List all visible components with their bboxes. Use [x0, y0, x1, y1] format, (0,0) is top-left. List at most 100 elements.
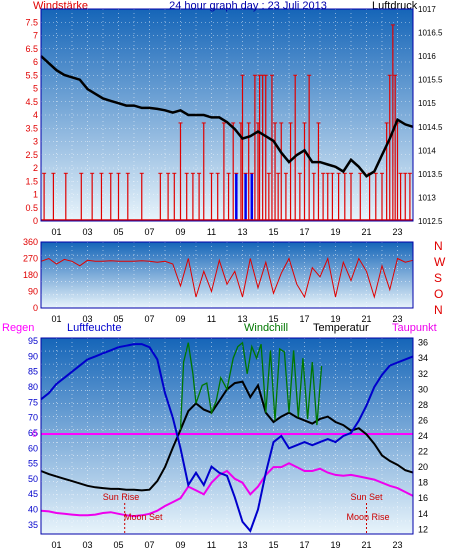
wind-tick-label: 3.5 — [25, 123, 38, 133]
wind-tick-label: 4 — [33, 110, 38, 120]
annotations: Sun Rise Moon Set Sun Set Moon Rise — [103, 492, 390, 534]
x-tick-label: 07 — [144, 227, 154, 237]
wind-tick-label: 5 — [33, 84, 38, 94]
humidity-tick-label: 75 — [28, 397, 38, 407]
humidity-tick-label: 65 — [28, 428, 38, 438]
x-tick-label: 07 — [144, 314, 154, 324]
data-series — [40, 24, 414, 533]
rain-zero-label: 0 — [32, 429, 37, 439]
pressure-tick-label: 1013 — [418, 193, 436, 202]
humidity-tick-label: 60 — [28, 443, 38, 453]
wind-tick-label: 1.5 — [25, 176, 38, 186]
grid-dots — [41, 9, 413, 534]
temperature-tick-label: 34 — [418, 353, 428, 363]
x-tick-label: 17 — [299, 540, 309, 550]
x-tick-label: 23 — [392, 314, 402, 324]
rain-axis-title: Regen — [2, 322, 34, 334]
sun-rise-label: Sun Rise — [103, 492, 140, 502]
wind-tick-label: 7 — [33, 31, 38, 41]
x-tick-label: 17 — [299, 314, 309, 324]
pressure-tick-label: 1016.5 — [418, 29, 443, 38]
x-tick-label: 21 — [361, 540, 371, 550]
temperature-tick-label: 16 — [418, 493, 428, 503]
moon-rise-label: Moon Rise — [347, 512, 390, 522]
x-tick-label: 07 — [144, 540, 154, 550]
temperature-tick-label: 12 — [418, 524, 428, 534]
chart-title: 24 hour graph day : 23 Juli 2013 — [169, 0, 327, 12]
humidity-tick-label: 85 — [28, 367, 38, 377]
pressure-tick-label: 1013.5 — [418, 170, 443, 179]
x-tick-label: 13 — [237, 540, 247, 550]
direction-letter: N — [434, 239, 443, 253]
pressure-tick-label: 1015 — [418, 99, 436, 108]
temperature-humidity-panel — [41, 338, 413, 534]
x-tick-label: 01 — [51, 540, 61, 550]
humidity-tick-label: 70 — [28, 413, 38, 423]
wind-direction-frame — [40, 241, 414, 309]
direction-letter: N — [434, 303, 443, 317]
wind-tick-label: 5.5 — [25, 70, 38, 80]
humidity-tick-label: 90 — [28, 351, 38, 361]
x-tick-label: 13 — [237, 314, 247, 324]
temperature-tick-label: 22 — [418, 447, 428, 457]
wind-tick-label: 0 — [33, 216, 38, 226]
humidity-tick-label: 50 — [28, 474, 38, 484]
wind-tick-label: 2.5 — [25, 150, 38, 160]
x-tick-label: 23 — [392, 540, 402, 550]
humidity-axis-title: Luftfeuchte — [67, 322, 121, 334]
pressure-tick-label: 1014.5 — [418, 123, 443, 132]
x-tick-label: 15 — [268, 314, 278, 324]
wind-tick-label: 0.5 — [25, 203, 38, 213]
wind-tick-label: 2 — [33, 163, 38, 173]
x-tick-label: 09 — [175, 227, 185, 237]
pressure-tick-label: 1014 — [418, 146, 436, 155]
temperature-tick-label: 26 — [418, 415, 428, 425]
moon-set-label: Moon Set — [124, 512, 163, 522]
direction-tick-label: 90 — [28, 287, 38, 297]
x-tick-label: 11 — [207, 540, 216, 550]
pressure-tick-label: 1016 — [418, 52, 436, 61]
temperature-axis-title: Temperatur — [313, 322, 369, 334]
temperature-tick-label: 20 — [418, 462, 428, 472]
wind-tick-label: 1 — [33, 190, 38, 200]
humidity-tick-label: 35 — [28, 520, 38, 530]
wind-pressure-frame — [40, 8, 414, 222]
x-tick-label: 05 — [113, 314, 123, 324]
x-tick-label: 09 — [175, 540, 185, 550]
temperature-tick-label: 30 — [418, 384, 428, 394]
wind-tick-label: 6 — [33, 57, 38, 67]
x-tick-label: 21 — [361, 227, 371, 237]
wind-tick-label: 6.5 — [25, 44, 38, 54]
x-tick-label: 01 — [51, 314, 61, 324]
x-tick-label: 11 — [207, 227, 216, 237]
temperature-tick-label: 28 — [418, 400, 428, 410]
direction-letter: O — [434, 287, 443, 301]
pressure-tick-label: 1015.5 — [418, 76, 443, 85]
wind-tick-label: 7.5 — [25, 17, 38, 27]
humidity-line — [40, 343, 414, 533]
humidity-tick-label: 40 — [28, 505, 38, 515]
x-tick-label: 03 — [82, 227, 92, 237]
dewpoint-axis-title: Taupunkt — [392, 322, 437, 334]
wind-direction-line — [40, 256, 414, 299]
wind-tick-label: 4.5 — [25, 97, 38, 107]
x-tick-label: 23 — [392, 227, 402, 237]
pressure-axis-title: Luftdruck — [372, 0, 418, 12]
pressure-tick-label: 1017 — [418, 5, 436, 14]
temperature-tick-label: 14 — [418, 509, 428, 519]
x-tick-label: 11 — [207, 314, 216, 324]
temperature-tick-label: 24 — [418, 431, 428, 441]
windchill-line — [179, 341, 323, 430]
temperature-tick-label: 18 — [418, 478, 428, 488]
temperature-humidity-frame — [40, 337, 414, 535]
x-tick-label: 13 — [237, 227, 247, 237]
humidity-tick-label: 95 — [28, 336, 38, 346]
wind-tick-label: 3 — [33, 137, 38, 147]
x-tick-label: 15 — [268, 227, 278, 237]
windchill-axis-title: Windchill — [244, 322, 288, 334]
x-tick-label: 01 — [51, 227, 61, 237]
direction-tick-label: 0 — [33, 303, 38, 313]
